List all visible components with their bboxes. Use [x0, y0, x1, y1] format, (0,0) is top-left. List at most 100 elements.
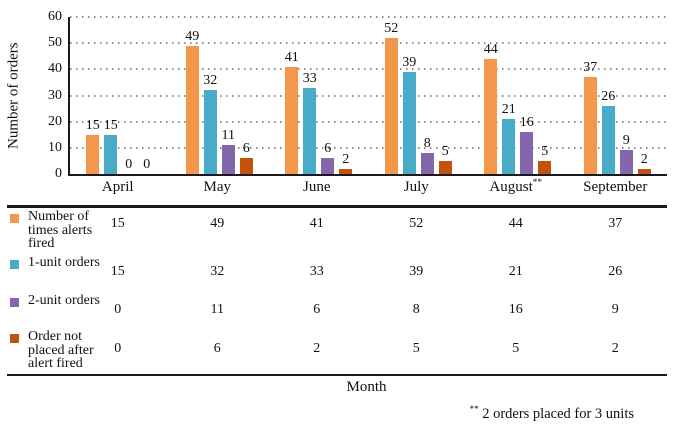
- table-cell-value: 6: [313, 302, 321, 317]
- bar-value-label: 52: [384, 20, 399, 36]
- table-cell-value: 49: [210, 216, 225, 231]
- y-tick-label: 0: [55, 166, 62, 181]
- bar: [520, 132, 534, 174]
- bar-value-label: 5: [441, 143, 449, 159]
- x-axis-title: Month: [346, 379, 387, 395]
- bar-value-label: 16: [519, 115, 534, 131]
- bar-value-label: 8: [423, 136, 431, 152]
- series-label: Order not placed after alert fired: [28, 329, 94, 371]
- gridline: [70, 146, 667, 149]
- y-axis-tick-labels: 0 10 20 30 40 50 60: [32, 10, 62, 181]
- bar-value-label: 6: [242, 141, 250, 157]
- gridline: [70, 16, 667, 18]
- table-cell-value: 2: [611, 341, 619, 356]
- bar-value-label: 9: [622, 133, 630, 149]
- bar-value-label: 2: [640, 151, 648, 167]
- bar-value-label: 32: [203, 73, 218, 89]
- bar-value-label: 15: [103, 117, 118, 133]
- bar-value-label: 0: [143, 157, 151, 172]
- legend-swatch: [10, 298, 19, 307]
- gridline: [70, 94, 667, 97]
- bar-value-label: 33: [302, 70, 317, 86]
- table-cell-value: 37: [608, 216, 623, 231]
- series-label: 1-unit orders: [28, 255, 100, 270]
- y-axis-title: Number of orders: [5, 42, 22, 149]
- month-label: April: [101, 179, 134, 195]
- month-label: June: [303, 179, 331, 195]
- y-tick-label: 60: [48, 9, 62, 24]
- bar-value-label: 26: [601, 88, 616, 104]
- plot-area: 15 49 41 52 44 37 15 32 33 39 21 26 0 11 6 8 16 9 0 6 2 5 5 2: [68, 16, 667, 176]
- table-cell-value: 21: [508, 264, 523, 279]
- table-cell-value: 33: [309, 264, 324, 279]
- bar: [402, 71, 416, 174]
- series-label: Number of times alerts fired: [28, 209, 93, 251]
- bar: [484, 58, 498, 174]
- bar-value-label: 6: [324, 141, 332, 157]
- bar: [185, 45, 199, 174]
- table-cell-value: 26: [608, 264, 623, 279]
- month-label: September: [583, 179, 648, 195]
- bar: [303, 87, 317, 174]
- bar: [203, 90, 217, 174]
- month-label: August**: [489, 178, 543, 195]
- bar: [420, 153, 434, 174]
- bar: [619, 150, 633, 174]
- bar: [583, 77, 597, 174]
- month-label: May: [203, 179, 232, 195]
- bar: [438, 160, 452, 174]
- table-cell-value: 16: [508, 302, 523, 317]
- table-cell-value: 6: [213, 341, 221, 356]
- bar: [538, 160, 552, 174]
- table-row: 1-unit orders 15 32 33 39 21 26: [0, 255, 674, 293]
- table-cell-value: 5: [512, 341, 520, 356]
- table-bottom-rule: [7, 374, 667, 376]
- y-tick-label: 50: [48, 35, 62, 51]
- bar-value-label: 15: [85, 117, 100, 133]
- y-tick-label: 40: [48, 61, 62, 77]
- table-cell-value: 0: [114, 341, 122, 356]
- bar: [86, 134, 100, 174]
- table-cell-value: 9: [611, 302, 619, 317]
- bar: [221, 145, 235, 174]
- table-cell-value: 11: [210, 302, 224, 317]
- bar-value-label: 21: [501, 102, 516, 118]
- bar-value-label: 39: [402, 54, 417, 70]
- footnote-text: 2 orders placed for 3 units: [482, 405, 634, 422]
- table-row: 2-unit orders 0 11 6 8 16 9: [0, 293, 674, 329]
- legend-swatch: [10, 334, 19, 343]
- bar: [239, 158, 253, 174]
- table-cell-value: 39: [409, 264, 424, 279]
- bar-value-label: 44: [483, 41, 498, 57]
- footnote: ** 2 orders placed for 3 units: [470, 404, 634, 423]
- table-row: Number of times alerts fired 15 49 41 52 44 37: [0, 209, 674, 255]
- footnote-marker: **: [469, 404, 479, 414]
- bar-value-label: 0: [125, 157, 133, 172]
- series-label: 2-unit orders: [28, 293, 100, 308]
- table-cell-value: 2: [313, 341, 321, 356]
- table-row: Order not placed after alert fired 0 6 2 5 5 2: [0, 329, 674, 373]
- bar: [384, 37, 398, 174]
- gridline: [70, 42, 667, 45]
- table-cell-value: 8: [412, 302, 420, 317]
- legend-data-table: Number of times alerts fired 15 49 41 52 44 37…: [0, 209, 674, 373]
- legend-swatch: [10, 214, 19, 223]
- bar: [637, 168, 651, 174]
- month-label: July: [403, 179, 429, 195]
- gridline: [70, 120, 667, 123]
- bar-value-label: 37: [583, 60, 598, 76]
- table-cell-value: 44: [508, 216, 523, 231]
- bar-value-label: 11: [221, 128, 235, 144]
- table-cell-value: 32: [210, 264, 225, 279]
- bar: [339, 168, 353, 174]
- gridline: [70, 68, 667, 71]
- bar: [601, 105, 615, 174]
- table-cell-value: 5: [412, 341, 420, 356]
- y-tick-label: 10: [48, 139, 62, 155]
- table-cell-value: 15: [110, 264, 125, 279]
- y-tick-label: 30: [48, 87, 62, 103]
- table-cell-value: 41: [309, 216, 324, 231]
- bar: [502, 119, 516, 174]
- table-cell-value: 52: [409, 216, 424, 231]
